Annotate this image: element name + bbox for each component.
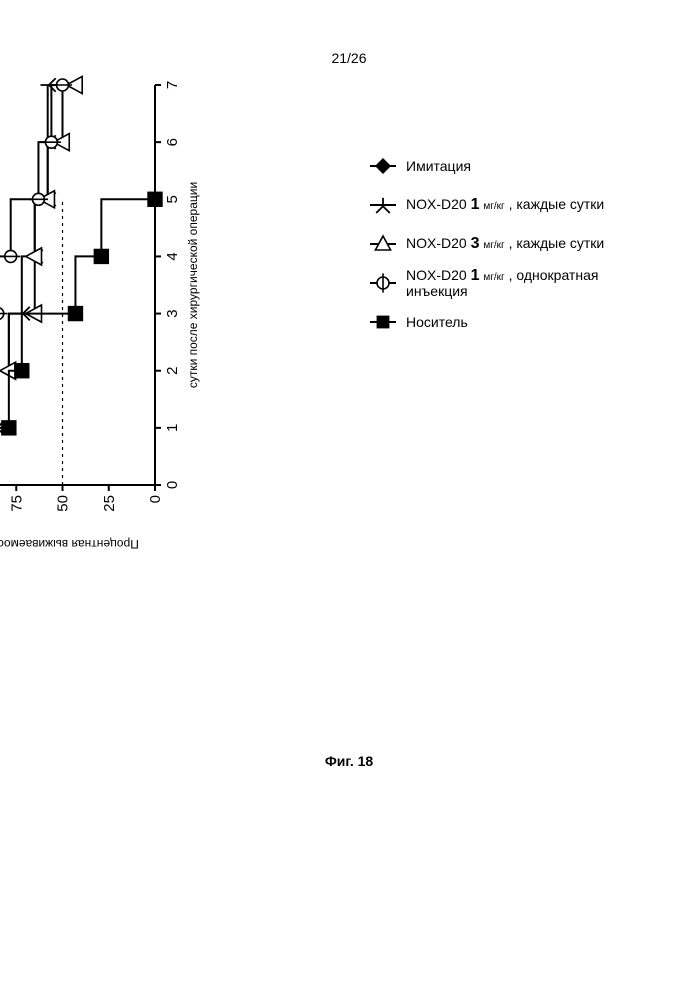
- svg-text:3: 3: [164, 309, 181, 317]
- open-triangle-icon: [370, 233, 396, 255]
- legend-item: NOX-D20 3 мг/кг , каждые сутки: [370, 234, 604, 254]
- svg-text:Процентная выживаемость: Процентная выживаемость: [0, 537, 139, 551]
- legend-label: NOX-D20 1 мг/кг , каждые сутки: [406, 197, 604, 213]
- page: 21/26 025507510001234567сутки после хиру…: [0, 0, 698, 999]
- figure-caption: Фиг. 18: [325, 753, 373, 769]
- svg-text:1: 1: [164, 424, 181, 432]
- svg-text:50: 50: [55, 495, 72, 512]
- chart-legend: Имитация NOX-D20 1 мг/кг , каждые сутки NO…: [370, 156, 604, 351]
- legend-item: NOX-D20 1 мг/кг , однократнаяинъекция: [370, 273, 604, 293]
- svg-text:25: 25: [101, 495, 118, 512]
- circle-vbar-icon: [370, 272, 396, 294]
- legend-item: NOX-D20 1 мг/кг , каждые сутки: [370, 195, 604, 215]
- legend-item: Имитация: [370, 156, 604, 176]
- solid-diamond-icon: [370, 155, 396, 177]
- svg-text:2: 2: [164, 367, 181, 375]
- svg-text:4: 4: [164, 252, 181, 260]
- svg-text:сутки после хирургической опер: сутки после хирургической операции: [186, 182, 200, 388]
- svg-text:5: 5: [164, 195, 181, 203]
- svg-text:0: 0: [147, 495, 164, 503]
- svg-text:7: 7: [164, 81, 181, 89]
- svg-text:0: 0: [164, 481, 181, 489]
- svg-text:6: 6: [164, 138, 181, 146]
- Y-down-icon: [370, 194, 396, 216]
- legend-label: NOX-D20 1 мг/кг , однократнаяинъекция: [406, 268, 598, 298]
- legend-label: Носитель: [406, 315, 468, 329]
- legend-item: Носитель: [370, 312, 604, 332]
- legend-label: Имитация: [406, 159, 471, 173]
- solid-square-icon: [370, 311, 396, 333]
- legend-label: NOX-D20 3 мг/кг , каждые сутки: [406, 236, 604, 252]
- svg-text:75: 75: [8, 495, 25, 512]
